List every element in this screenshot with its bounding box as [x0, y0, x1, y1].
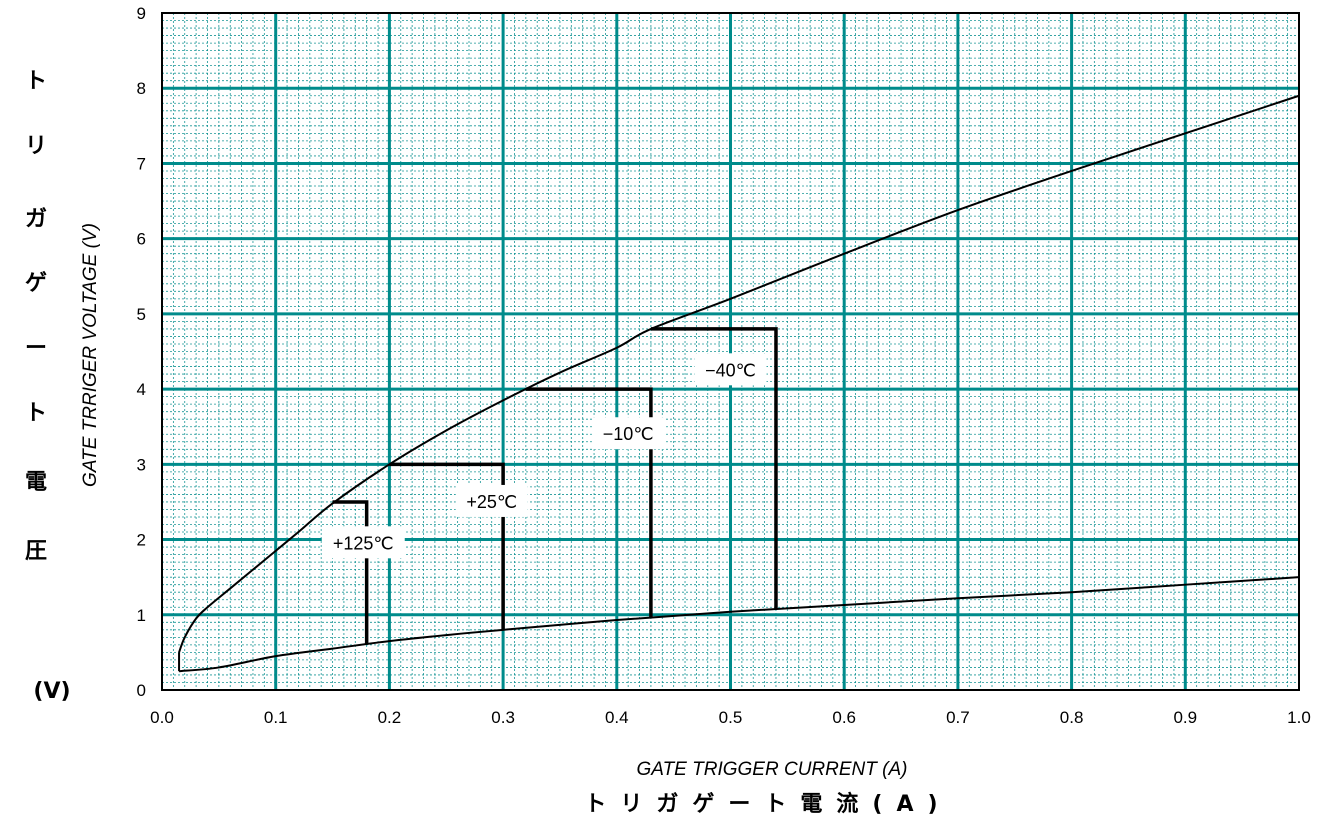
temperature-region: −10℃ [525, 387, 665, 618]
major-gridlines [162, 13, 1299, 690]
x-tick-label: 0.2 [378, 708, 402, 727]
region-label: −10℃ [603, 424, 654, 444]
x-tick-labels: 0.0 0.1 0.2 0.3 0.4 0.5 0.6 0.7 0.8 0.9 1.0 [150, 708, 1311, 727]
region-boundary [332, 500, 369, 645]
temperature-regions: +125℃ +25℃ −10℃ −40℃ [321, 327, 778, 645]
y-tick-label: 1 [137, 606, 146, 625]
plot-frame [161, 12, 1300, 691]
region-label-background [321, 526, 405, 559]
y-tick-label: 9 [137, 4, 146, 23]
min-voltage-curve [178, 576, 1300, 673]
y-axis-label-japanese-char: ガ [25, 207, 47, 232]
x-tick-label: 0.1 [264, 708, 288, 727]
y-axis-label-japanese-char: リ [25, 134, 47, 159]
x-tick-label: 0.4 [605, 708, 629, 727]
x-axis-label: GATE TRIGGER CURRENT (A) [637, 759, 908, 780]
y-tick-label: 0 [137, 681, 146, 700]
y-axis-label-japanese-char: ゲ [25, 271, 47, 296]
y-axis-label-japanese-char: ト [25, 401, 47, 426]
y-tick-label: 7 [137, 154, 146, 173]
characteristic-curves [178, 94, 1300, 673]
y-tick-label: 4 [137, 380, 146, 399]
x-tick-label: 0.0 [150, 708, 174, 727]
y-axis-unit-label: (V) [33, 679, 70, 704]
region-label-background [592, 417, 665, 450]
y-tick-labels: 0 1 2 3 4 5 6 7 8 9 [137, 4, 146, 700]
region-boundary [525, 387, 653, 618]
y-tick-label: 6 [137, 230, 146, 249]
region-label: +125℃ [333, 533, 394, 553]
y-axis-label-japanese-char: 電 [25, 470, 47, 495]
region-label-background [455, 484, 528, 517]
x-tick-label: 0.6 [832, 708, 856, 727]
y-axis-label: GATE TRRIGER VOLTAGE (V) [80, 223, 101, 487]
y-axis-label-japanese-char: ト [25, 69, 47, 94]
temperature-region: +25℃ [389, 462, 528, 630]
temperature-region: +125℃ [321, 500, 405, 645]
region-label: −40℃ [705, 360, 756, 380]
max-voltage-curve [178, 94, 1300, 653]
y-axis-label-japanese-char: 圧 [25, 539, 47, 564]
y-tick-label: 5 [137, 305, 146, 324]
y-tick-label: 2 [137, 531, 146, 550]
region-label-background [694, 353, 767, 386]
region-boundary [650, 327, 778, 610]
x-tick-label: 1.0 [1287, 708, 1311, 727]
x-tick-label: 0.5 [719, 708, 743, 727]
x-axis-label-japanese: トリガゲート電流(A) [584, 791, 951, 817]
temperature-region: −40℃ [650, 327, 778, 610]
x-tick-label: 0.9 [1173, 708, 1197, 727]
x-tick-label: 0.7 [946, 708, 970, 727]
y-axis-label-japanese-char: ー [25, 336, 47, 361]
y-tick-label: 3 [137, 455, 146, 474]
x-tick-label: 0.3 [491, 708, 515, 727]
region-label: +25℃ [466, 492, 517, 512]
region-boundary [389, 462, 505, 630]
x-tick-label: 0.8 [1060, 708, 1084, 727]
y-tick-label: 8 [137, 79, 146, 98]
